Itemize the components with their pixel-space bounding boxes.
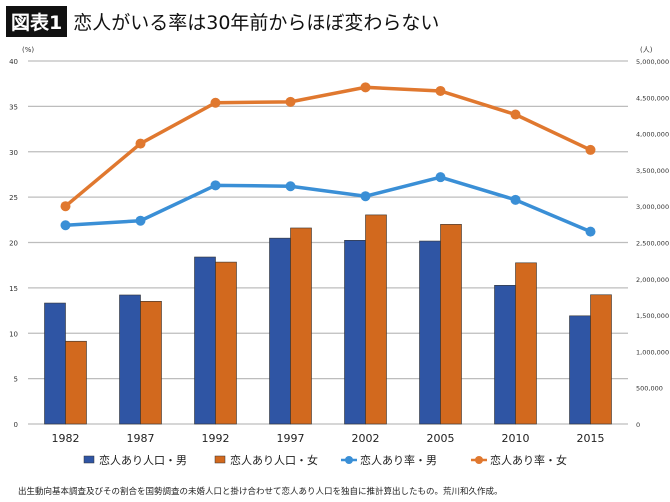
left-axis-unit: (%) [22,46,34,54]
x-tick-label: 2005 [427,432,455,445]
chart-title: 恋人がいる率は30年前からほぼ変わらない [73,11,440,34]
right-tick-label: 3,500,000 [636,167,669,175]
left-tick-label: 0 [14,421,18,429]
line-point-2010-3 [510,109,521,120]
right-tick-label: 4,500,000 [636,94,669,102]
bar-1987-0 [119,294,141,425]
line-point-1982-3 [60,201,71,212]
left-tick-label: 25 [9,194,18,202]
line-point-1982-2 [60,220,71,231]
footnote: 出生動向基本調査及びその割合を国勢調査の未婚人口と掛け合わせて恋人あり人口を独自… [18,487,503,497]
line-point-2015-2 [585,226,596,237]
line-point-2002-2 [360,191,371,202]
left-tick-label: 10 [9,330,18,338]
line-point-2010-2 [510,194,521,205]
line-point-1987-3 [135,138,146,149]
line-point-1992-3 [210,97,221,108]
right-tick-label: 1,500,000 [636,312,669,320]
line-point-2002-3 [360,82,371,93]
legend-swatch-0 [83,455,95,464]
right-tick-label: 2,000,000 [636,276,669,284]
line-point-2015-3 [585,144,596,155]
bar-2002-1 [365,214,387,425]
line-series-3 [64,85,592,208]
right-tick-label: 4,000,000 [636,131,669,139]
left-tick-label: 30 [9,149,18,157]
legend-marker-3 [475,456,483,464]
x-tick-label: 2010 [502,432,530,445]
bar-1992-0 [194,256,216,425]
left-tick-label: 20 [9,240,18,248]
right-tick-label: 500,000 [636,385,663,393]
legend-label-0: 恋人あり人口・男 [99,453,187,467]
bar-1987-1 [140,301,162,425]
line-series-2 [65,175,592,234]
figure-badge: 図表1 [6,5,68,37]
legend-marker-2 [345,456,353,464]
line-point-2005-2 [435,172,446,183]
bar-2015-0 [569,315,591,425]
x-tick-label: 1997 [277,432,305,445]
bar-2015-1 [590,294,612,425]
bar-2002-0 [344,240,366,425]
bar-2005-1 [440,224,462,425]
legend-label-2: 恋人あり率・男 [360,453,437,467]
bar-1997-0 [269,237,291,425]
x-tick-label: 2002 [352,432,380,445]
line-point-1992-2 [210,180,221,191]
line-point-1997-3 [285,96,296,107]
x-tick-label: 1992 [202,432,230,445]
left-tick-label: 5 [14,376,18,384]
bar-2005-0 [419,240,441,425]
right-tick-label: 0 [636,421,640,429]
left-tick-label: 40 [9,58,18,66]
bar-1997-1 [290,227,312,425]
title-row: 図表1 恋人がいる率は30年前からほぼ変わらない [6,5,440,37]
bar-2010-1 [515,262,537,425]
bar-1982-0 [44,302,66,425]
right-tick-label: 2,500,000 [636,240,669,248]
right-axis-unit: (人) [640,46,653,54]
right-tick-label: 3,000,000 [636,203,669,211]
right-tick-label: 1,000,000 [636,348,669,356]
line-point-1997-2 [285,181,296,192]
right-tick-label: 5,000,000 [636,58,669,66]
x-tick-label: 1982 [52,432,80,445]
x-tick-label: 1987 [127,432,155,445]
bar-2010-0 [494,285,516,425]
legend-label-1: 恋人あり人口・女 [230,453,318,467]
line-point-1987-2 [135,215,146,226]
legend-swatch-1 [214,455,226,464]
line-point-2005-3 [435,85,446,96]
left-tick-label: 15 [9,285,18,293]
bar-1982-1 [65,340,87,425]
bar-1992-1 [215,261,237,425]
left-tick-label: 35 [9,103,18,111]
x-tick-label: 2015 [577,432,605,445]
legend-label-3: 恋人あり率・女 [490,453,567,467]
